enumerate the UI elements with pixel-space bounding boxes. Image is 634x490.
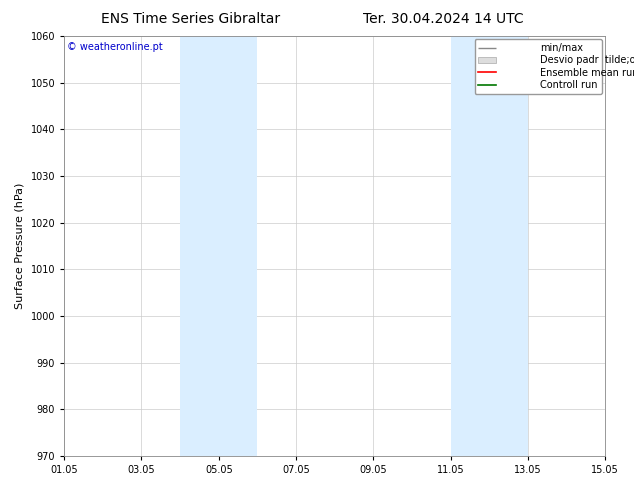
Y-axis label: Surface Pressure (hPa): Surface Pressure (hPa) (15, 183, 25, 309)
Text: © weatheronline.pt: © weatheronline.pt (67, 43, 163, 52)
Bar (219, 36, 257, 456)
Text: Ter. 30.04.2024 14 UTC: Ter. 30.04.2024 14 UTC (363, 12, 524, 26)
Bar (451, 36, 489, 456)
Text: ENS Time Series Gibraltar: ENS Time Series Gibraltar (101, 12, 280, 26)
Bar (180, 36, 219, 456)
Bar (489, 36, 528, 456)
Legend: min/max, Desvio padr  tilde;o, Ensemble mean run, Controll run: min/max, Desvio padr tilde;o, Ensemble m… (474, 39, 602, 94)
